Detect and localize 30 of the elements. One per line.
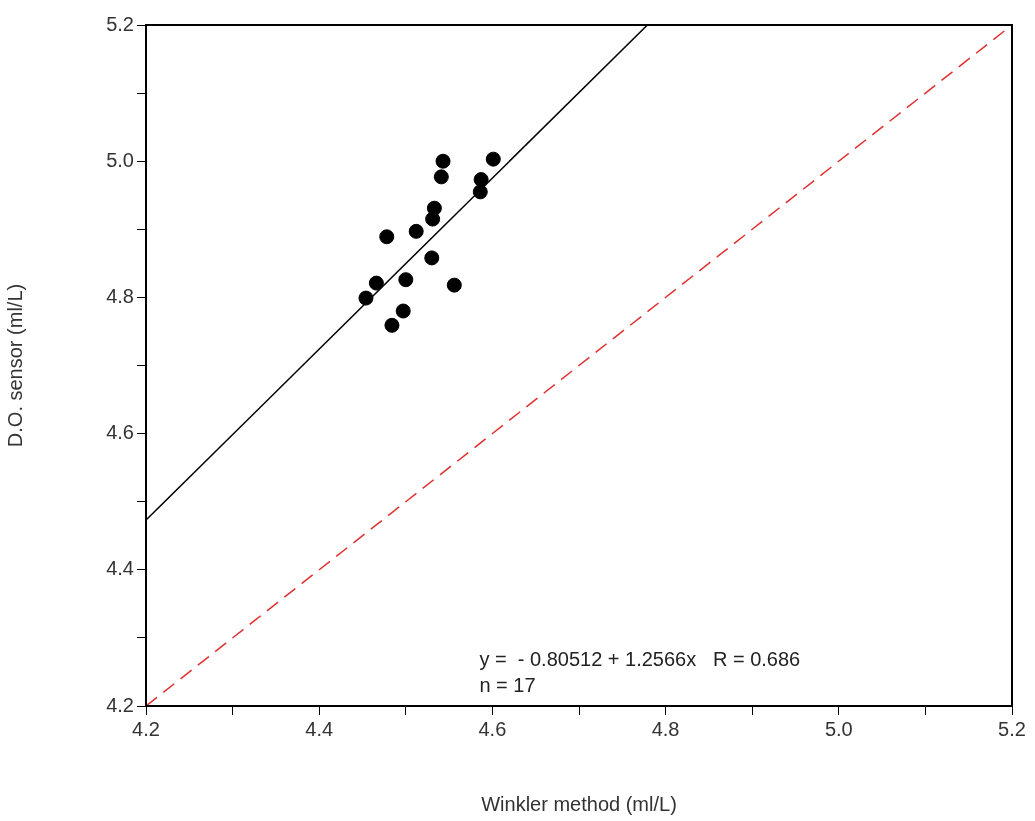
x-axis-title: Winkler method (ml/L) <box>481 792 677 815</box>
point <box>473 172 489 188</box>
y-tick-label: 4.8 <box>106 284 134 307</box>
point <box>435 153 451 169</box>
x-tick-label: 4.6 <box>478 717 507 740</box>
point <box>358 290 374 306</box>
x-tick-label: 4.4 <box>305 717 334 740</box>
point <box>384 317 400 333</box>
point <box>379 229 395 245</box>
point <box>395 303 411 319</box>
y-tick-label: 4.6 <box>106 421 134 444</box>
annotation: n = 17 <box>479 674 536 696</box>
y-tick-label: 5.2 <box>106 12 134 35</box>
y-tick-label: 4.2 <box>106 693 134 716</box>
point <box>485 151 501 167</box>
y-tick-label: 4.4 <box>106 557 134 580</box>
y-tick-label: 5.0 <box>106 148 134 171</box>
x-tick-label: 5.2 <box>998 717 1026 740</box>
x-tick-label: 4.2 <box>132 717 160 740</box>
point <box>408 223 424 239</box>
x-tick-label: 5.0 <box>824 717 853 740</box>
point <box>398 272 414 288</box>
point <box>368 275 384 291</box>
x-tick-label: 4.8 <box>651 717 680 740</box>
y-axis-title: D.O. sensor (ml/L) <box>3 283 26 448</box>
point <box>433 169 449 185</box>
annotation: y = - 0.80512 + 1.2566x R = 0.686 <box>479 648 801 670</box>
point <box>426 200 442 216</box>
point <box>424 250 440 266</box>
point <box>446 277 462 293</box>
